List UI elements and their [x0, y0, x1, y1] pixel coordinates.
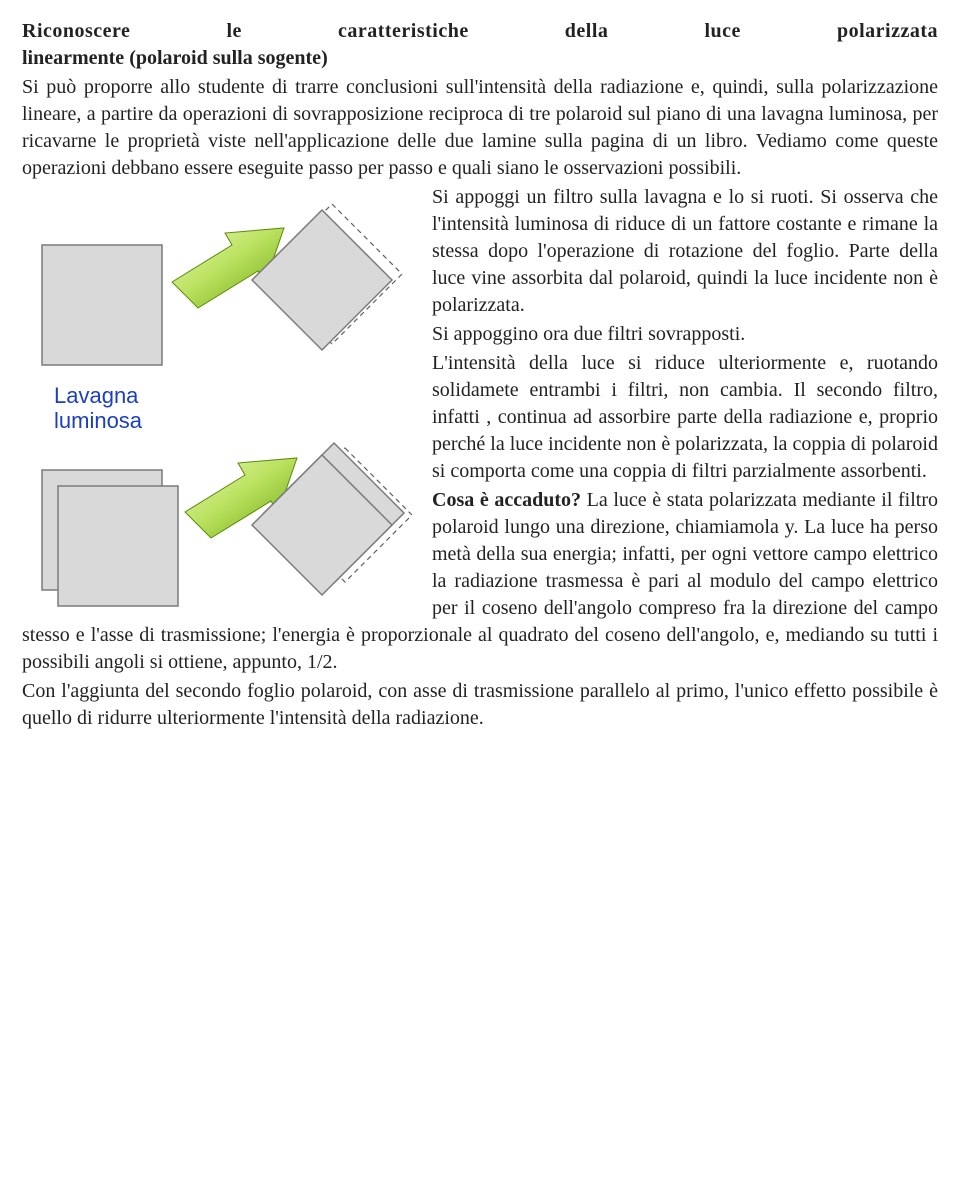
- figure-label-line1: Lavagna: [54, 383, 138, 408]
- figure-and-text-wrap: Lavagna luminosa Si appoggi un filtro su…: [22, 184, 938, 734]
- page-title: Riconoscere le caratteristiche della luc…: [22, 18, 938, 45]
- intro-paragraph: Si può proporre allo studente di trarre …: [22, 74, 938, 182]
- diagram-figure: Lavagna luminosa: [22, 190, 412, 615]
- question-label: Cosa è accaduto?: [432, 489, 581, 511]
- figure-label: Lavagna luminosa: [54, 383, 142, 434]
- top-right-rhombus: [252, 204, 402, 350]
- top-left-square: [42, 245, 162, 365]
- page-subtitle: linearmente (polaroid sulla sogente): [22, 45, 938, 72]
- figure-label-line2: luminosa: [54, 408, 142, 433]
- final-paragraph: Con l'aggiunta del secondo foglio polaro…: [22, 678, 938, 732]
- bottom-left-squares: [42, 470, 178, 606]
